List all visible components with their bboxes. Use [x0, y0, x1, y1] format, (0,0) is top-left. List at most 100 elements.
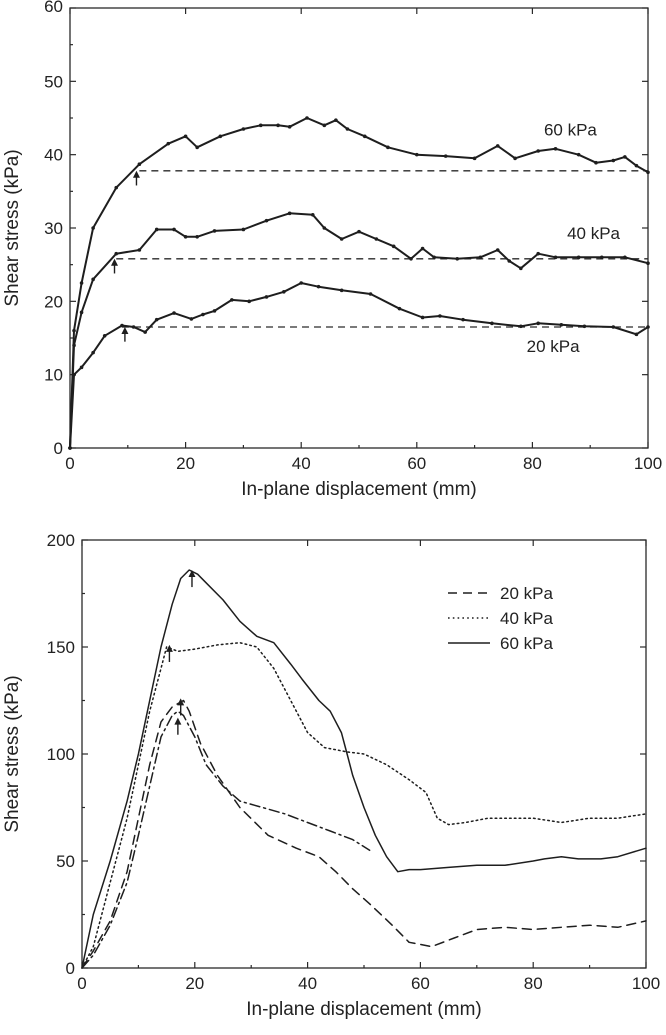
data-point — [490, 321, 494, 326]
series-line-20-kpa-dashed — [81, 699, 647, 969]
data-point — [472, 156, 477, 161]
x-axis-title: In-plane displacement (mm) — [241, 479, 476, 500]
data-point — [79, 281, 84, 285]
arrow-up-icon — [165, 644, 173, 652]
data-point — [68, 446, 72, 450]
data-point — [576, 255, 581, 260]
data-point — [310, 213, 315, 217]
series-line-60-kpa-solid-markers — [69, 117, 649, 449]
data-point — [316, 284, 321, 289]
data-point — [322, 123, 327, 128]
arrow-up-icon — [121, 327, 129, 334]
data-point — [519, 324, 523, 329]
data-point — [646, 325, 650, 329]
data-point — [264, 218, 269, 223]
data-point — [201, 312, 205, 317]
data-point — [599, 255, 604, 260]
data-point — [611, 158, 616, 163]
data-point — [507, 259, 512, 263]
data-point — [495, 144, 500, 148]
data-point — [339, 288, 344, 293]
data-point — [258, 123, 263, 128]
data-point — [72, 328, 76, 333]
series-annotation-label: 40 kPa — [567, 224, 620, 243]
y-tick-label: 30 — [44, 219, 63, 238]
data-point — [218, 134, 223, 139]
data-point — [230, 298, 234, 302]
data-point — [114, 251, 119, 256]
data-point — [334, 118, 338, 122]
y-tick-label: 50 — [56, 852, 75, 871]
y-tick-label: 0 — [54, 439, 63, 458]
data-point — [287, 125, 292, 129]
data-point — [172, 227, 176, 232]
legend: 20 kPa 40 kPa 60 kPa — [448, 584, 553, 653]
arrow-up-icon — [111, 258, 119, 266]
data-point — [137, 162, 142, 166]
x-tick-label: 100 — [632, 974, 660, 993]
x-tick-label: 20 — [176, 454, 195, 473]
x-tick-label: 20 — [185, 974, 204, 993]
data-point — [391, 244, 396, 249]
data-point — [634, 332, 639, 337]
data-point — [91, 226, 95, 230]
data-point — [576, 152, 581, 157]
data-point — [362, 134, 367, 139]
x-tick-label: 80 — [524, 974, 543, 993]
data-point — [646, 170, 650, 175]
data-point — [137, 248, 142, 252]
y-tick-label: 100 — [47, 745, 75, 764]
data-point — [438, 314, 442, 318]
lower-chart-panel: 0 20 40 60 80 100 0 50 100 150 200 In-plane displac… — [2, 531, 660, 1020]
data-point — [131, 325, 136, 329]
y-tick-label: 40 — [44, 146, 63, 165]
legend-label: 20 kPa — [500, 584, 553, 603]
data-point — [582, 324, 587, 329]
arrow-up-icon — [177, 698, 185, 706]
data-point — [553, 255, 558, 260]
data-point — [455, 257, 460, 261]
data-point — [212, 229, 217, 233]
x-tick-label: 0 — [77, 974, 86, 993]
x-tick-label: 80 — [523, 454, 542, 473]
data-point — [282, 290, 286, 294]
x-axis-title: In-plane displacement (mm) — [246, 999, 481, 1020]
data-point — [195, 145, 199, 150]
data-point — [241, 127, 246, 131]
data-point — [415, 152, 419, 157]
data-point — [287, 211, 292, 216]
x-tick-label: 100 — [634, 454, 662, 473]
legend-label: 40 kPa — [500, 609, 553, 628]
y-tick-label: 20 — [44, 292, 63, 311]
arrow-up-icon — [188, 569, 196, 577]
data-point — [536, 149, 540, 153]
data-point — [79, 365, 84, 370]
data-point — [374, 237, 379, 241]
x-tick-label: 0 — [65, 454, 74, 473]
y-tick-label: 150 — [47, 638, 75, 657]
data-point — [120, 323, 124, 328]
data-point — [154, 317, 159, 322]
data-point — [553, 147, 558, 151]
arrow-up-icon — [132, 170, 140, 178]
data-point — [276, 123, 280, 128]
data-point — [91, 277, 95, 282]
data-point — [432, 255, 436, 260]
data-point — [420, 246, 425, 251]
x-tick-label: 60 — [407, 454, 426, 473]
upper-chart-panel: 0 20 40 60 80 100 0 10 20 30 40 50 60 In-plane displa… — [2, 0, 662, 500]
data-point — [646, 261, 650, 266]
data-point — [189, 317, 194, 321]
data-point — [114, 185, 119, 190]
series-line-20-kpa-solid-markers — [69, 282, 649, 449]
series-line-60-kpa-solid — [81, 569, 647, 969]
data-point — [386, 145, 390, 150]
data-point — [154, 227, 159, 232]
data-point — [368, 292, 373, 296]
data-point — [299, 281, 304, 285]
data-point — [79, 310, 84, 315]
data-point — [195, 235, 199, 239]
y-tick-label: 10 — [44, 366, 63, 385]
data-point — [495, 248, 500, 252]
